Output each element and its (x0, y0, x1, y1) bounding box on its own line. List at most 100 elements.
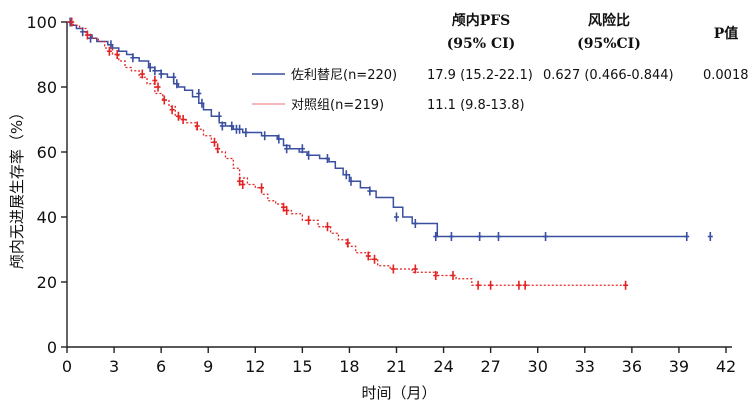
censor-mark (306, 215, 312, 225)
censor-mark (372, 254, 378, 264)
censor-mark (516, 280, 522, 290)
axes (66, 22, 732, 348)
x-tick-label: 33 (575, 357, 595, 376)
x-tick-label: 12 (245, 357, 265, 376)
censor-mark (69, 17, 75, 27)
x-tick-label: 15 (292, 357, 312, 376)
censor-mark (147, 63, 153, 72)
y-tick-label: 60 (37, 143, 57, 162)
x-tick-label: 36 (622, 357, 642, 376)
censor-mark (130, 53, 136, 63)
censor-mark (365, 251, 371, 261)
censor-mark (216, 111, 222, 121)
censor-mark (229, 121, 235, 131)
hr-zorifertinib: 0.627 (0.466-0.844) (543, 68, 674, 83)
censor-mark (475, 280, 481, 290)
legend-label-control: 对照组(n=219) (291, 98, 384, 113)
censor-mark (169, 105, 175, 115)
y-tick-label: 0 (47, 338, 57, 357)
censor-mark (284, 206, 290, 215)
y-tick-label: 80 (37, 78, 57, 97)
x-tick-label: 3 (109, 357, 119, 376)
censor-mark (495, 232, 501, 241)
censor-mark (522, 280, 528, 290)
censor-mark (684, 232, 690, 241)
legend-label-zorifertinib: 佐利替尼(n=220) (291, 68, 397, 83)
censor-mark (106, 46, 112, 56)
x-tick-label: 21 (386, 357, 406, 376)
x-tick-label: 6 (156, 357, 166, 376)
censor-mark (477, 232, 483, 241)
censor-mark (219, 121, 225, 131)
censor-mark (211, 137, 217, 147)
censor-mark (412, 219, 418, 228)
km-curve-zorifertinib (67, 21, 687, 238)
censor-mark (196, 89, 202, 98)
censor-mark (284, 144, 290, 154)
y-tick-label: 100 (26, 13, 57, 32)
censor-mark (80, 27, 86, 37)
censor-mark (174, 79, 180, 89)
y-axis-title: 颅内无进展生存率（%） (8, 105, 26, 269)
censor-mark (276, 134, 282, 144)
x-tick-label: 42 (716, 357, 736, 376)
censor-mark (412, 264, 418, 274)
x-tick-labels: 0 3 6 9 12 15 18 21 24 27 30 33 36 39 42 (62, 347, 736, 376)
censor-mark (84, 30, 90, 40)
censor-mark (623, 280, 629, 290)
censor-mark (306, 150, 312, 160)
censor-mark (237, 176, 243, 186)
x-tick-label: 18 (339, 357, 359, 376)
censor-mark (390, 264, 396, 274)
y-tick-label: 40 (37, 208, 57, 227)
censor-mark (450, 271, 456, 280)
censor-mark (155, 82, 161, 92)
censor-mark (543, 232, 549, 241)
x-tick-label: 0 (62, 357, 72, 376)
censor-mark (707, 232, 713, 241)
y-tick-label: 20 (37, 273, 57, 292)
censor-mark (139, 69, 145, 79)
x-tick-label: 27 (480, 357, 500, 376)
header-pfs-ci: (95% CI) (447, 36, 516, 52)
pfs-zorifertinib: 17.9 (15.2-22.1) (427, 68, 533, 83)
y-tick-labels: 0 20 40 60 80 100 (26, 13, 67, 357)
censor-mark (240, 180, 246, 189)
p-zorifertinib: 0.0018 (703, 68, 749, 83)
censor-mark (152, 66, 158, 76)
censor-mark (488, 280, 494, 290)
censor-mark (152, 76, 158, 85)
censor-mark (259, 183, 265, 193)
censor-mark (345, 238, 351, 248)
header-p: P值 (714, 25, 739, 42)
censor-mark (158, 69, 164, 79)
censor-mark (343, 170, 349, 180)
censor-mark (161, 95, 167, 105)
censor-mark (348, 176, 354, 186)
x-tick-label: 24 (433, 357, 453, 376)
header-hr: 风险比 (588, 12, 630, 29)
censor-mark (367, 186, 373, 196)
censor-mark (237, 124, 243, 134)
censor-mark (433, 232, 439, 241)
censor-mark (175, 111, 181, 121)
x-tick-label: 30 (528, 357, 548, 376)
censor-mark (324, 154, 330, 163)
km-curve-control (67, 21, 628, 286)
censor-mark (262, 131, 268, 141)
censor-mark (324, 222, 330, 232)
censor-mark (394, 212, 399, 222)
censor-mark (194, 121, 200, 131)
x-tick-label: 9 (203, 357, 213, 376)
censor-mark (448, 232, 454, 241)
censor-mark (114, 50, 120, 59)
survival-curves (67, 17, 713, 290)
censor-mark (215, 144, 221, 154)
pfs-control: 11.1 (9.8-13.8) (427, 98, 525, 113)
header-hr-ci: (95%CI) (577, 36, 641, 52)
censor-mark (433, 271, 439, 280)
censor-mark (180, 115, 186, 124)
censor-mark (299, 144, 305, 154)
censor-mark (199, 98, 205, 108)
